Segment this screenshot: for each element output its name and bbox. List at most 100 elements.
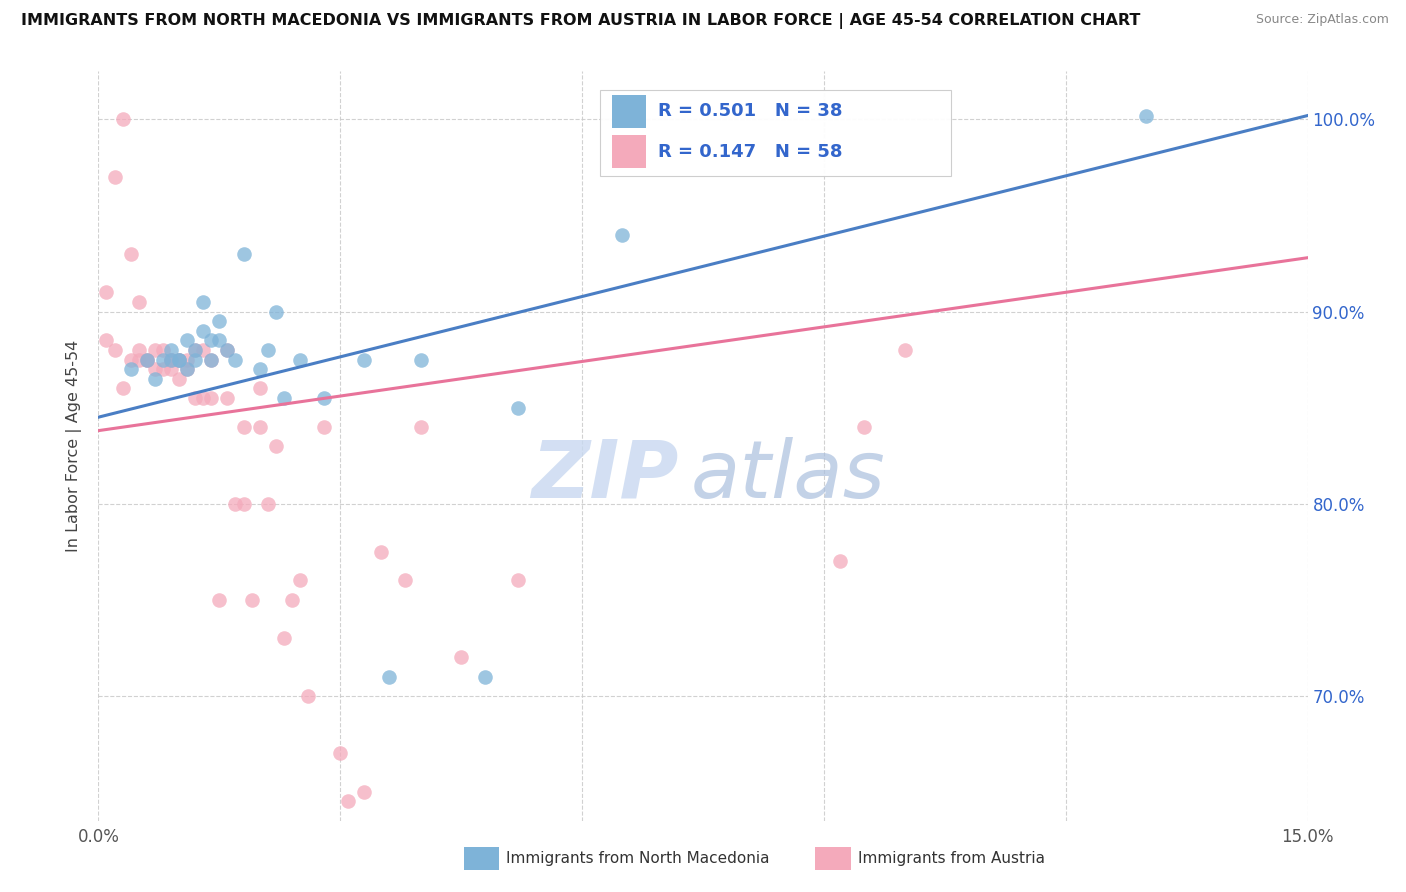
Point <box>128 294 150 309</box>
Point <box>217 343 239 357</box>
Point <box>167 352 190 367</box>
Point <box>370 544 392 558</box>
Point <box>184 343 207 357</box>
Point <box>193 294 215 309</box>
Point <box>184 352 207 367</box>
Point <box>273 631 295 645</box>
Point <box>232 247 254 261</box>
Point <box>193 343 215 357</box>
Text: Immigrants from Austria: Immigrants from Austria <box>858 852 1045 866</box>
Point <box>176 352 198 367</box>
FancyBboxPatch shape <box>600 90 950 177</box>
Point <box>217 391 239 405</box>
Point <box>176 334 198 348</box>
Point <box>176 362 198 376</box>
Point <box>160 352 183 367</box>
Point <box>152 352 174 367</box>
Point <box>612 227 634 242</box>
Point <box>249 381 271 395</box>
Point <box>103 343 125 357</box>
Point <box>256 343 278 357</box>
Point <box>200 352 222 367</box>
Point <box>232 419 254 434</box>
Point <box>337 794 360 808</box>
Point <box>474 669 496 683</box>
Point <box>167 372 190 386</box>
Point <box>143 372 166 386</box>
Point <box>128 343 150 357</box>
FancyBboxPatch shape <box>613 135 647 168</box>
Text: ZIP: ZIP <box>531 437 679 515</box>
Y-axis label: In Labor Force | Age 45-54: In Labor Force | Age 45-54 <box>66 340 83 552</box>
Point <box>208 334 231 348</box>
Point <box>394 574 416 588</box>
Point <box>135 352 157 367</box>
Text: R = 0.147   N = 58: R = 0.147 N = 58 <box>658 143 842 161</box>
Point <box>288 352 311 367</box>
Text: R = 0.501   N = 38: R = 0.501 N = 38 <box>658 102 842 120</box>
Point <box>297 689 319 703</box>
Point <box>224 497 246 511</box>
Point <box>249 419 271 434</box>
Point <box>893 343 915 357</box>
Text: IMMIGRANTS FROM NORTH MACEDONIA VS IMMIGRANTS FROM AUSTRIA IN LABOR FORCE | AGE : IMMIGRANTS FROM NORTH MACEDONIA VS IMMIG… <box>21 13 1140 29</box>
Point <box>828 554 851 568</box>
Point <box>506 401 529 415</box>
Point <box>200 352 222 367</box>
Point <box>264 304 287 318</box>
Point <box>353 352 375 367</box>
Point <box>200 334 222 348</box>
Text: Immigrants from North Macedonia: Immigrants from North Macedonia <box>506 852 769 866</box>
Point <box>193 324 215 338</box>
Point <box>184 391 207 405</box>
Point <box>167 352 190 367</box>
Point <box>353 785 375 799</box>
Point <box>450 650 472 665</box>
Point <box>135 352 157 367</box>
Point <box>184 343 207 357</box>
Point <box>200 391 222 405</box>
Point <box>120 362 142 376</box>
Point <box>314 391 336 405</box>
Point <box>273 391 295 405</box>
Point <box>314 419 336 434</box>
Point <box>249 362 271 376</box>
Point <box>160 362 183 376</box>
Point <box>120 352 142 367</box>
Point <box>288 574 311 588</box>
Point <box>281 592 304 607</box>
Text: atlas: atlas <box>690 437 886 515</box>
Point <box>160 352 183 367</box>
Point <box>111 381 134 395</box>
Point <box>240 592 263 607</box>
Point <box>506 574 529 588</box>
Point <box>120 247 142 261</box>
Point <box>264 439 287 453</box>
Point <box>143 362 166 376</box>
Point <box>217 343 239 357</box>
Point <box>409 352 432 367</box>
Point <box>224 352 246 367</box>
Point <box>111 112 134 127</box>
Point <box>377 669 399 683</box>
Point <box>329 747 352 761</box>
Point <box>232 497 254 511</box>
FancyBboxPatch shape <box>613 95 647 128</box>
Point <box>143 343 166 357</box>
Point <box>152 362 174 376</box>
Point <box>160 343 183 357</box>
Point <box>853 419 876 434</box>
Point <box>409 419 432 434</box>
Point <box>208 592 231 607</box>
Point <box>135 352 157 367</box>
Point <box>167 352 190 367</box>
Point <box>256 497 278 511</box>
Point <box>128 352 150 367</box>
Point <box>96 334 118 348</box>
Text: Source: ZipAtlas.com: Source: ZipAtlas.com <box>1256 13 1389 27</box>
Point <box>208 314 231 328</box>
Point <box>167 352 190 367</box>
Point <box>1135 109 1157 123</box>
Point <box>193 391 215 405</box>
Point <box>103 169 125 184</box>
